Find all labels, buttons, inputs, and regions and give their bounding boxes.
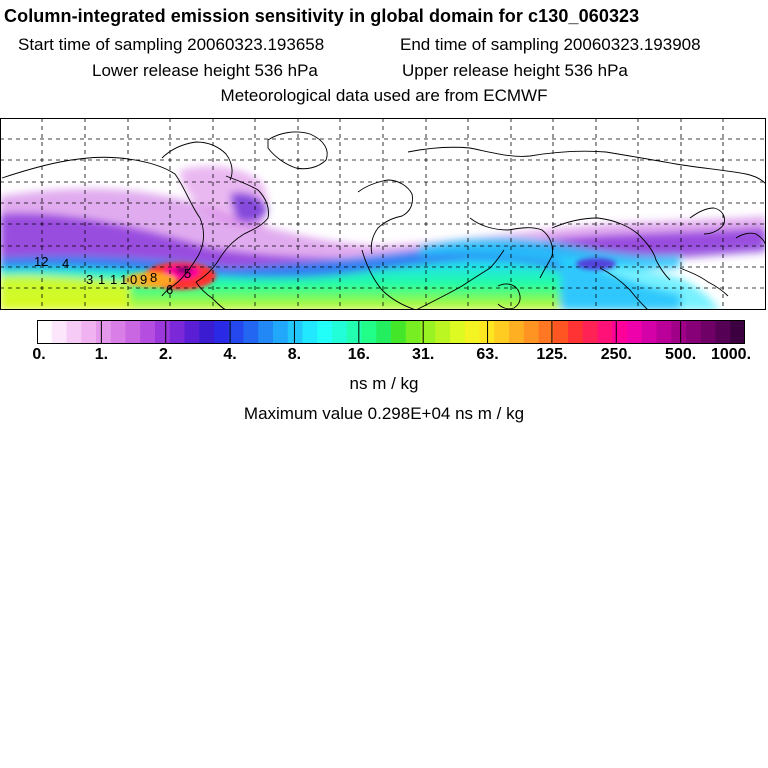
colorbar-cell <box>730 320 745 344</box>
colorbar-cell <box>125 320 141 344</box>
colorbar-cell <box>140 320 156 344</box>
colorbar-cell <box>464 320 481 344</box>
colorbar-cell <box>228 320 245 344</box>
colorbar-cell <box>553 320 569 344</box>
colorbar-cell <box>317 320 333 344</box>
trajectory-label: 1 <box>98 272 105 287</box>
trajectory-label: 5 <box>184 266 191 281</box>
colorbar-cell <box>700 320 717 344</box>
colorbar-cell <box>641 320 658 344</box>
sensitivity-field <box>0 166 766 310</box>
colorbar-cell <box>568 320 584 344</box>
colorbar-tick-label: 1000. <box>710 346 752 363</box>
trajectory-label: 3 <box>86 272 93 287</box>
colorbar-cell <box>376 320 392 344</box>
trajectory-label: 1 <box>120 272 127 287</box>
colorbar-cell <box>671 320 687 344</box>
colorbar-cell <box>287 320 304 344</box>
colorbar-cell <box>243 320 259 344</box>
colorbar-cell <box>509 320 525 344</box>
colorbar-cell <box>184 320 200 344</box>
colorbar-cell <box>435 320 451 344</box>
trajectory-label: 12 <box>34 254 48 269</box>
colorbar-cell <box>538 320 554 344</box>
end-time-label: End time of sampling 20060323.193908 <box>400 35 701 54</box>
colorbar-cell <box>81 320 97 344</box>
upper-release-label: Upper release height 536 hPa <box>402 61 628 80</box>
colorbar-cell <box>391 320 407 344</box>
colorbar-cell <box>66 320 82 344</box>
colorbar-cell <box>110 320 127 344</box>
trajectory-label: 1 <box>110 272 117 287</box>
colorbar-units: ns m / kg <box>349 374 419 393</box>
colorbar-tick-label: 2. <box>159 346 173 363</box>
start-time-label: Start time of sampling 20060323.193658 <box>18 35 325 54</box>
lower-release-label: Lower release height 536 hPa <box>92 61 318 80</box>
colorbar <box>37 320 745 344</box>
map-title: Column-integrated emission sensitivity i… <box>4 6 640 26</box>
colorbar-cell <box>597 320 613 344</box>
colorbar-cell <box>627 320 643 344</box>
colorbar-cell <box>258 320 274 344</box>
colorbar-cell <box>582 320 599 344</box>
colorbar-cell <box>686 320 702 344</box>
colorbar-cell <box>199 320 215 344</box>
colorbar-tick-label: 31. <box>412 346 435 363</box>
colorbar-cell <box>715 320 731 344</box>
trajectory-labels: 12 43 1 1 1 0 9 865 <box>34 254 191 297</box>
colorbar-cell <box>214 320 230 344</box>
trajectory-label: 9 <box>140 272 147 287</box>
colorbar-tick-label: 1. <box>94 346 109 363</box>
met-data-label: Meteorological data used are from ECMWF <box>220 86 548 105</box>
colorbar-cell <box>332 320 348 344</box>
trajectory-label: 4 <box>62 256 69 271</box>
colorbar-tick-label: 125. <box>536 346 568 363</box>
colorbar-cell <box>302 320 318 344</box>
colorbar-tick-label: 63. <box>476 346 499 363</box>
colorbar-cell <box>169 320 186 344</box>
source-hotspot <box>124 258 616 290</box>
colorbar-tick-label: 8. <box>287 346 302 363</box>
colorbar-tick-label: 250. <box>600 346 632 363</box>
graticule <box>0 118 766 310</box>
colorbar-cell <box>361 320 377 344</box>
emission-sensitivity-map: 12 43 1 1 1 0 9 865 <box>0 118 766 310</box>
maximum-value-label: Maximum value 0.298E+04 ns m / kg <box>243 404 525 423</box>
colorbar-cell <box>450 320 466 344</box>
colorbar-cell <box>405 320 422 344</box>
trajectory-label: 0 <box>130 272 137 287</box>
colorbar-cell <box>523 320 540 344</box>
colorbar-cell <box>273 320 289 344</box>
colorbar-cell <box>494 320 510 344</box>
colorbar-tick-label: 4. <box>223 346 237 363</box>
colorbar-cell <box>612 320 628 344</box>
colorbar-cell <box>37 320 53 344</box>
colorbar-cell <box>656 320 672 344</box>
colorbar-tick-label: 500. <box>665 346 697 363</box>
colorbar-cell <box>420 320 436 344</box>
trajectory-label: 8 <box>150 270 157 285</box>
colorbar-cell <box>51 320 68 344</box>
coastlines <box>1 131 766 310</box>
colorbar-cell <box>155 320 171 344</box>
colorbar-cell <box>96 320 112 344</box>
trajectory-label: 6 <box>166 282 173 297</box>
colorbar-cell <box>346 320 363 344</box>
colorbar-tick-label: 0. <box>32 346 46 363</box>
colorbar-tick-label: 16. <box>347 346 370 363</box>
